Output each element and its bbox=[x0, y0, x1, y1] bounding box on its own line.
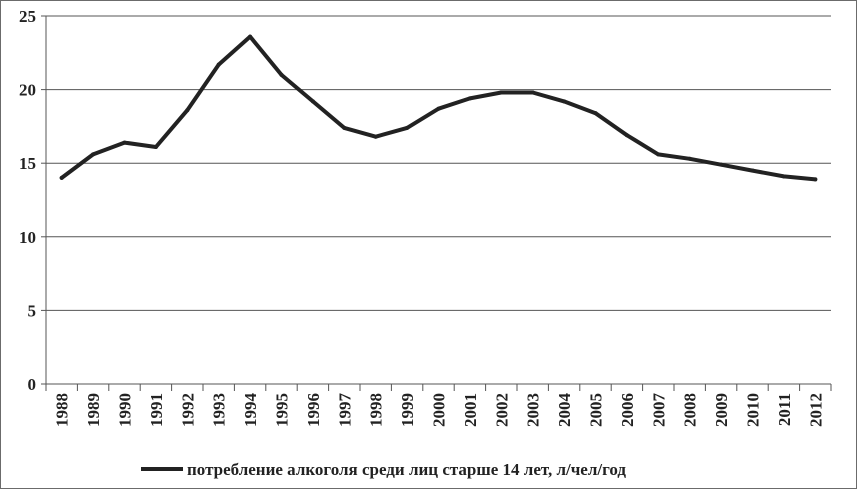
x-tick-label: 2003 bbox=[524, 393, 543, 427]
data-point bbox=[216, 62, 221, 67]
x-tick-label: 2009 bbox=[712, 393, 731, 427]
x-tick-label: 2002 bbox=[492, 393, 511, 427]
y-tick-label: 25 bbox=[19, 7, 36, 26]
x-tick-label: 2006 bbox=[618, 393, 637, 427]
x-tick-label: 1999 bbox=[398, 393, 417, 427]
x-tick-label: 2004 bbox=[555, 393, 574, 428]
data-point bbox=[59, 175, 64, 180]
data-point bbox=[781, 174, 786, 179]
x-tick-label: 2011 bbox=[775, 393, 794, 426]
data-point bbox=[719, 162, 724, 167]
x-tick-label: 1994 bbox=[241, 393, 260, 428]
legend: потребление алкоголя среди лиц старше 14… bbox=[141, 460, 626, 479]
data-point bbox=[342, 125, 347, 130]
y-tick-label: 15 bbox=[19, 154, 36, 173]
data-point bbox=[436, 106, 441, 111]
axes bbox=[45, 16, 831, 385]
x-tick-label: 1996 bbox=[304, 393, 323, 427]
data-point bbox=[153, 145, 158, 150]
y-axis-ticks: 0 5 10 15 20 25 bbox=[19, 7, 46, 394]
data-point bbox=[185, 108, 190, 113]
x-tick-label: 2005 bbox=[587, 393, 606, 427]
x-tick-label: 1991 bbox=[147, 393, 166, 427]
x-tick-label: 1995 bbox=[273, 393, 292, 427]
data-point bbox=[279, 72, 284, 77]
x-tick-label: 1998 bbox=[367, 393, 386, 427]
legend-label: потребление алкоголя среди лиц старше 14… bbox=[187, 460, 626, 479]
series-group bbox=[59, 34, 818, 182]
data-point bbox=[530, 90, 535, 95]
x-tick-label: 1990 bbox=[116, 393, 135, 427]
data-point bbox=[91, 152, 96, 157]
y-tick-label: 20 bbox=[19, 81, 36, 100]
y-tick-label: 10 bbox=[19, 228, 36, 247]
gridlines bbox=[46, 15, 831, 311]
x-tick-label: 2008 bbox=[681, 393, 700, 427]
data-point bbox=[624, 133, 629, 138]
data-point bbox=[656, 152, 661, 157]
y-tick-label: 5 bbox=[28, 301, 37, 320]
data-point bbox=[593, 111, 598, 116]
x-tick-label: 2001 bbox=[461, 393, 480, 427]
data-point bbox=[405, 125, 410, 130]
x-tick-label: 1997 bbox=[335, 393, 354, 428]
x-tick-label: 2010 bbox=[744, 393, 763, 427]
y-tick-label: 0 bbox=[28, 375, 37, 394]
x-tick-label: 2007 bbox=[649, 393, 668, 428]
x-tick-label: 1992 bbox=[178, 393, 197, 427]
data-point bbox=[248, 34, 253, 39]
data-point bbox=[687, 156, 692, 161]
x-axis-ticks: 1988 1989 1990 1991 1992 1993 1994 1995 1996 1997… bbox=[45, 384, 832, 428]
x-tick-label: 2000 bbox=[430, 393, 449, 427]
x-tick-label: 2012 bbox=[806, 393, 825, 427]
data-point bbox=[813, 177, 818, 182]
data-point bbox=[562, 99, 567, 104]
data-point bbox=[499, 90, 504, 95]
x-tick-label: 1988 bbox=[53, 393, 72, 427]
data-point bbox=[310, 99, 315, 104]
data-point bbox=[373, 134, 378, 139]
data-point bbox=[750, 168, 755, 173]
x-tick-label: 1989 bbox=[84, 393, 103, 427]
data-point bbox=[122, 140, 127, 145]
x-tick-label: 1993 bbox=[210, 393, 229, 427]
data-point bbox=[467, 96, 472, 101]
